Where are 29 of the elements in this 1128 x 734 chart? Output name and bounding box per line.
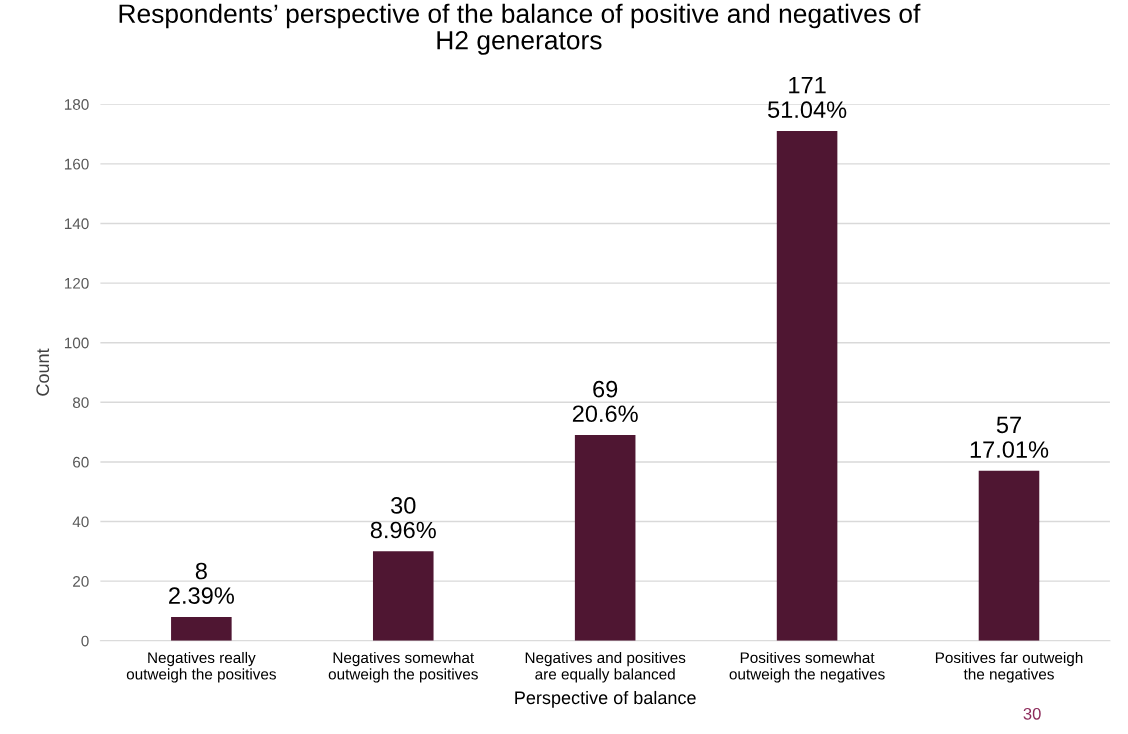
y-tick-label: 120 — [64, 277, 89, 289]
text: 30 — [1023, 707, 1041, 720]
data-label: 69 20.6% — [572, 380, 638, 423]
y-tick-label: 80 — [72, 397, 89, 408]
chart-title: Respondents’ perspective of the balance of positive and negatives of H2 generators — [119, 3, 921, 55]
data-label: 8 2.39% — [169, 562, 234, 604]
y-axis-title: Count — [36, 348, 50, 396]
x-tick-label: Negatives and positives are equally balanced — [525, 651, 686, 683]
x-tick-label: Positives somewhat outweigh the negatives — [729, 651, 885, 683]
x-tick-label: Positives far outweigh the negatives — [935, 651, 1083, 683]
bar — [776, 131, 838, 641]
x-tick-label: Negatives really outweigh the positives — [126, 651, 276, 683]
y-tick-label: 100 — [64, 337, 89, 349]
x-axis-title: Perspective of balance — [515, 690, 696, 708]
y-tick-label: 20 — [73, 576, 89, 587]
y-tick-label: 160 — [64, 158, 89, 170]
y-tick-label: 60 — [73, 456, 89, 468]
bar — [372, 551, 434, 641]
data-label: 30 8.96% — [370, 497, 436, 539]
x-tick-label: Negatives somewhat outweigh the positives — [328, 651, 478, 683]
bar — [978, 470, 1040, 641]
bar — [574, 435, 636, 641]
y-tick-label: 140 — [64, 218, 89, 230]
data-label: 57 17.01% — [970, 416, 1049, 458]
y-tick-label: 0 — [81, 635, 89, 647]
bar — [171, 616, 232, 641]
y-tick-label: 40 — [72, 516, 89, 528]
y-tick-label: 180 — [64, 99, 89, 110]
data-label: 171 51.04% — [767, 77, 847, 119]
